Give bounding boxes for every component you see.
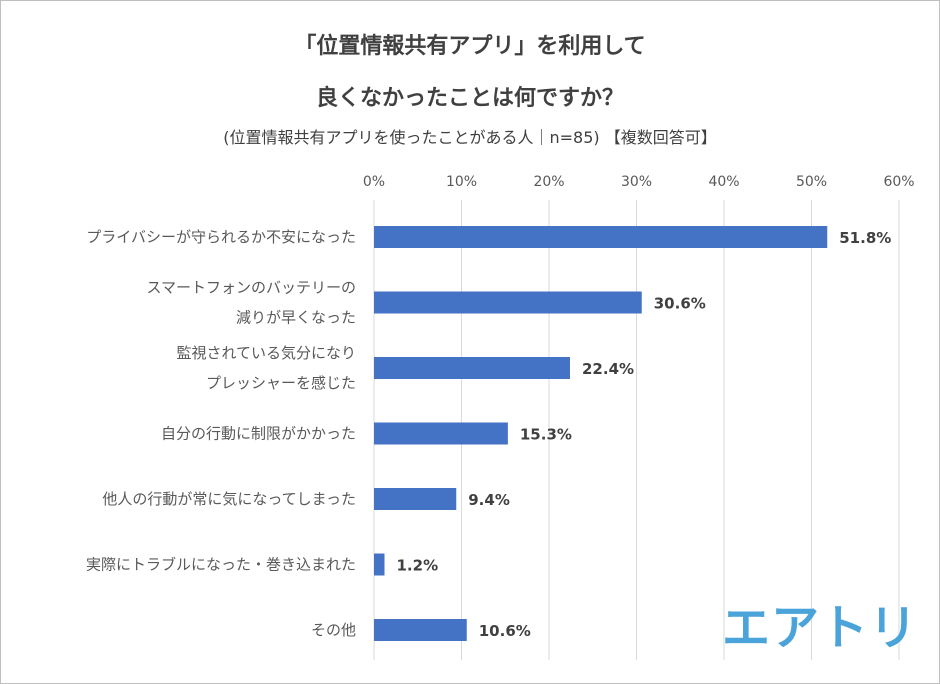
x-tick-label: 40% bbox=[708, 174, 739, 190]
category-label: 減りが早くなった bbox=[236, 309, 356, 327]
data-label: 9.4% bbox=[468, 491, 510, 509]
bar bbox=[374, 619, 467, 641]
category-label: 他人の行動が常に気になってしまった bbox=[102, 490, 356, 508]
bar bbox=[374, 226, 828, 248]
category-label: 実際にトラブルになった・巻き込まれた bbox=[86, 556, 356, 574]
airtrip-logo: エアトリ bbox=[722, 600, 919, 656]
data-label: 15.3% bbox=[520, 426, 572, 444]
data-label: 51.8% bbox=[839, 229, 891, 247]
category-label: その他 bbox=[311, 621, 356, 639]
chart-title-line1: 「位置情報共有アプリ」を利用して bbox=[294, 34, 646, 59]
bar bbox=[374, 291, 642, 314]
x-tick-label: 10% bbox=[446, 174, 477, 190]
category-label: 監視されている気分になり bbox=[176, 344, 356, 362]
chart-subtitle: (位置情報共有アプリを使ったことがある人｜n=85) 【複数回答可】 bbox=[223, 128, 717, 147]
category-label: スマートフォンのバッテリーの bbox=[146, 279, 356, 297]
chart-title-line2: 良くなかったことは何ですか？ bbox=[315, 86, 624, 111]
x-tick-label: 60% bbox=[883, 174, 914, 190]
bar bbox=[374, 422, 508, 445]
x-tick-label: 0% bbox=[363, 174, 385, 190]
data-label: 1.2% bbox=[397, 557, 439, 575]
bar bbox=[374, 488, 457, 510]
data-label: 30.6% bbox=[654, 295, 706, 313]
data-label: 22.4% bbox=[582, 360, 634, 378]
x-tick-label: 30% bbox=[621, 174, 652, 190]
x-tick-label: 50% bbox=[796, 174, 827, 190]
bar bbox=[374, 553, 385, 576]
category-label: プライバシーが守られるか不安になった bbox=[86, 228, 356, 246]
category-label: 自分の行動に制限がかかった bbox=[161, 425, 356, 443]
x-tick-label: 20% bbox=[533, 174, 564, 190]
bar bbox=[374, 357, 570, 379]
category-label: プレッシャーを感じた bbox=[206, 374, 356, 392]
data-label: 10.6% bbox=[479, 622, 531, 640]
